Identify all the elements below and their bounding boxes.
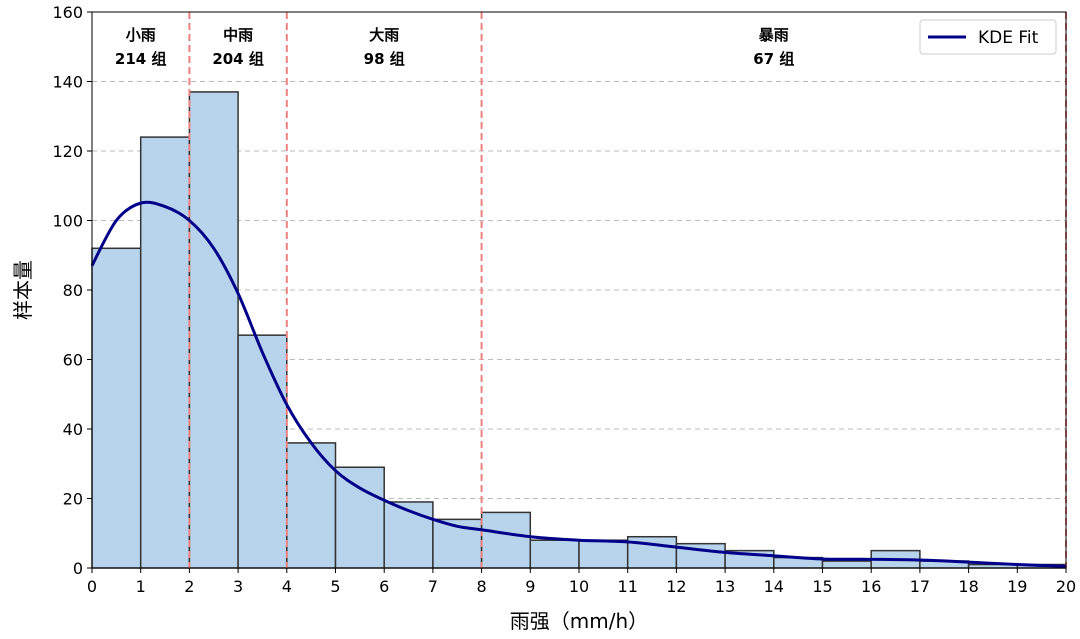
histogram-bar: [480, 511, 532, 569]
x-tick-label: 15: [812, 577, 832, 596]
x-tick-label: 18: [958, 577, 978, 596]
category-count: 98 组: [364, 50, 405, 68]
x-tick-label: 8: [477, 577, 487, 596]
x-tick-label: 6: [379, 577, 389, 596]
bars: [91, 91, 1067, 569]
category-name: 暴雨: [759, 26, 789, 44]
x-axis-label: 雨强（mm/h）: [510, 609, 648, 633]
y-tick-label: 120: [52, 142, 83, 161]
x-tick-label: 1: [136, 577, 146, 596]
histogram-bar: [529, 539, 580, 569]
y-tick-label: 0: [73, 559, 83, 578]
x-tick-label: 9: [525, 577, 535, 596]
legend-label: KDE Fit: [978, 28, 1039, 48]
x-tick-label: 10: [569, 577, 589, 596]
x-tick-label: 3: [233, 577, 243, 596]
x-tick-label: 12: [666, 577, 686, 596]
x-tick-label: 17: [910, 577, 930, 596]
histogram-bar: [237, 334, 288, 569]
histogram-bar: [188, 91, 239, 569]
y-tick-label: 20: [63, 490, 83, 509]
y-tick-label: 80: [63, 281, 83, 300]
category-count: 67 组: [753, 50, 794, 68]
x-tick-label: 13: [715, 577, 735, 596]
x-tick-label: 7: [428, 577, 438, 596]
y-tick-label: 140: [52, 73, 83, 92]
y-axis-label: 样本量: [11, 260, 35, 320]
histogram-bar: [383, 501, 434, 569]
x-tick-label: 5: [330, 577, 340, 596]
x-tick-label: 20: [1056, 577, 1076, 596]
y-tick-label: 100: [52, 212, 83, 231]
y-tick-label: 160: [52, 3, 83, 22]
category-count: 214 组: [115, 50, 167, 68]
histogram-bar: [334, 466, 385, 569]
x-tick-label: 2: [184, 577, 194, 596]
x-tick-label: 14: [764, 577, 784, 596]
x-tick-label: 16: [861, 577, 881, 596]
category-name: 小雨: [126, 26, 156, 44]
legend: KDE Fit: [919, 19, 1057, 55]
y-tick-label: 40: [63, 420, 83, 439]
category-labels: 小雨 214 组 中雨 204 组 大雨 98 组 暴雨 67 组: [115, 26, 794, 68]
x-tick-label: 4: [282, 577, 292, 596]
x-tick-label: 19: [1007, 577, 1027, 596]
category-count: 204 组: [212, 50, 264, 68]
category-name: 中雨: [223, 26, 253, 44]
histogram-bar: [91, 247, 142, 569]
x-tick-label: 0: [87, 577, 97, 596]
histogram-bar: [821, 560, 872, 569]
y-tick-label: 60: [63, 351, 83, 370]
histogram-bar: [578, 539, 629, 569]
kde-curve: [90, 200, 1067, 568]
x-tick-label: 11: [618, 577, 638, 596]
category-name: 大雨: [369, 26, 399, 44]
